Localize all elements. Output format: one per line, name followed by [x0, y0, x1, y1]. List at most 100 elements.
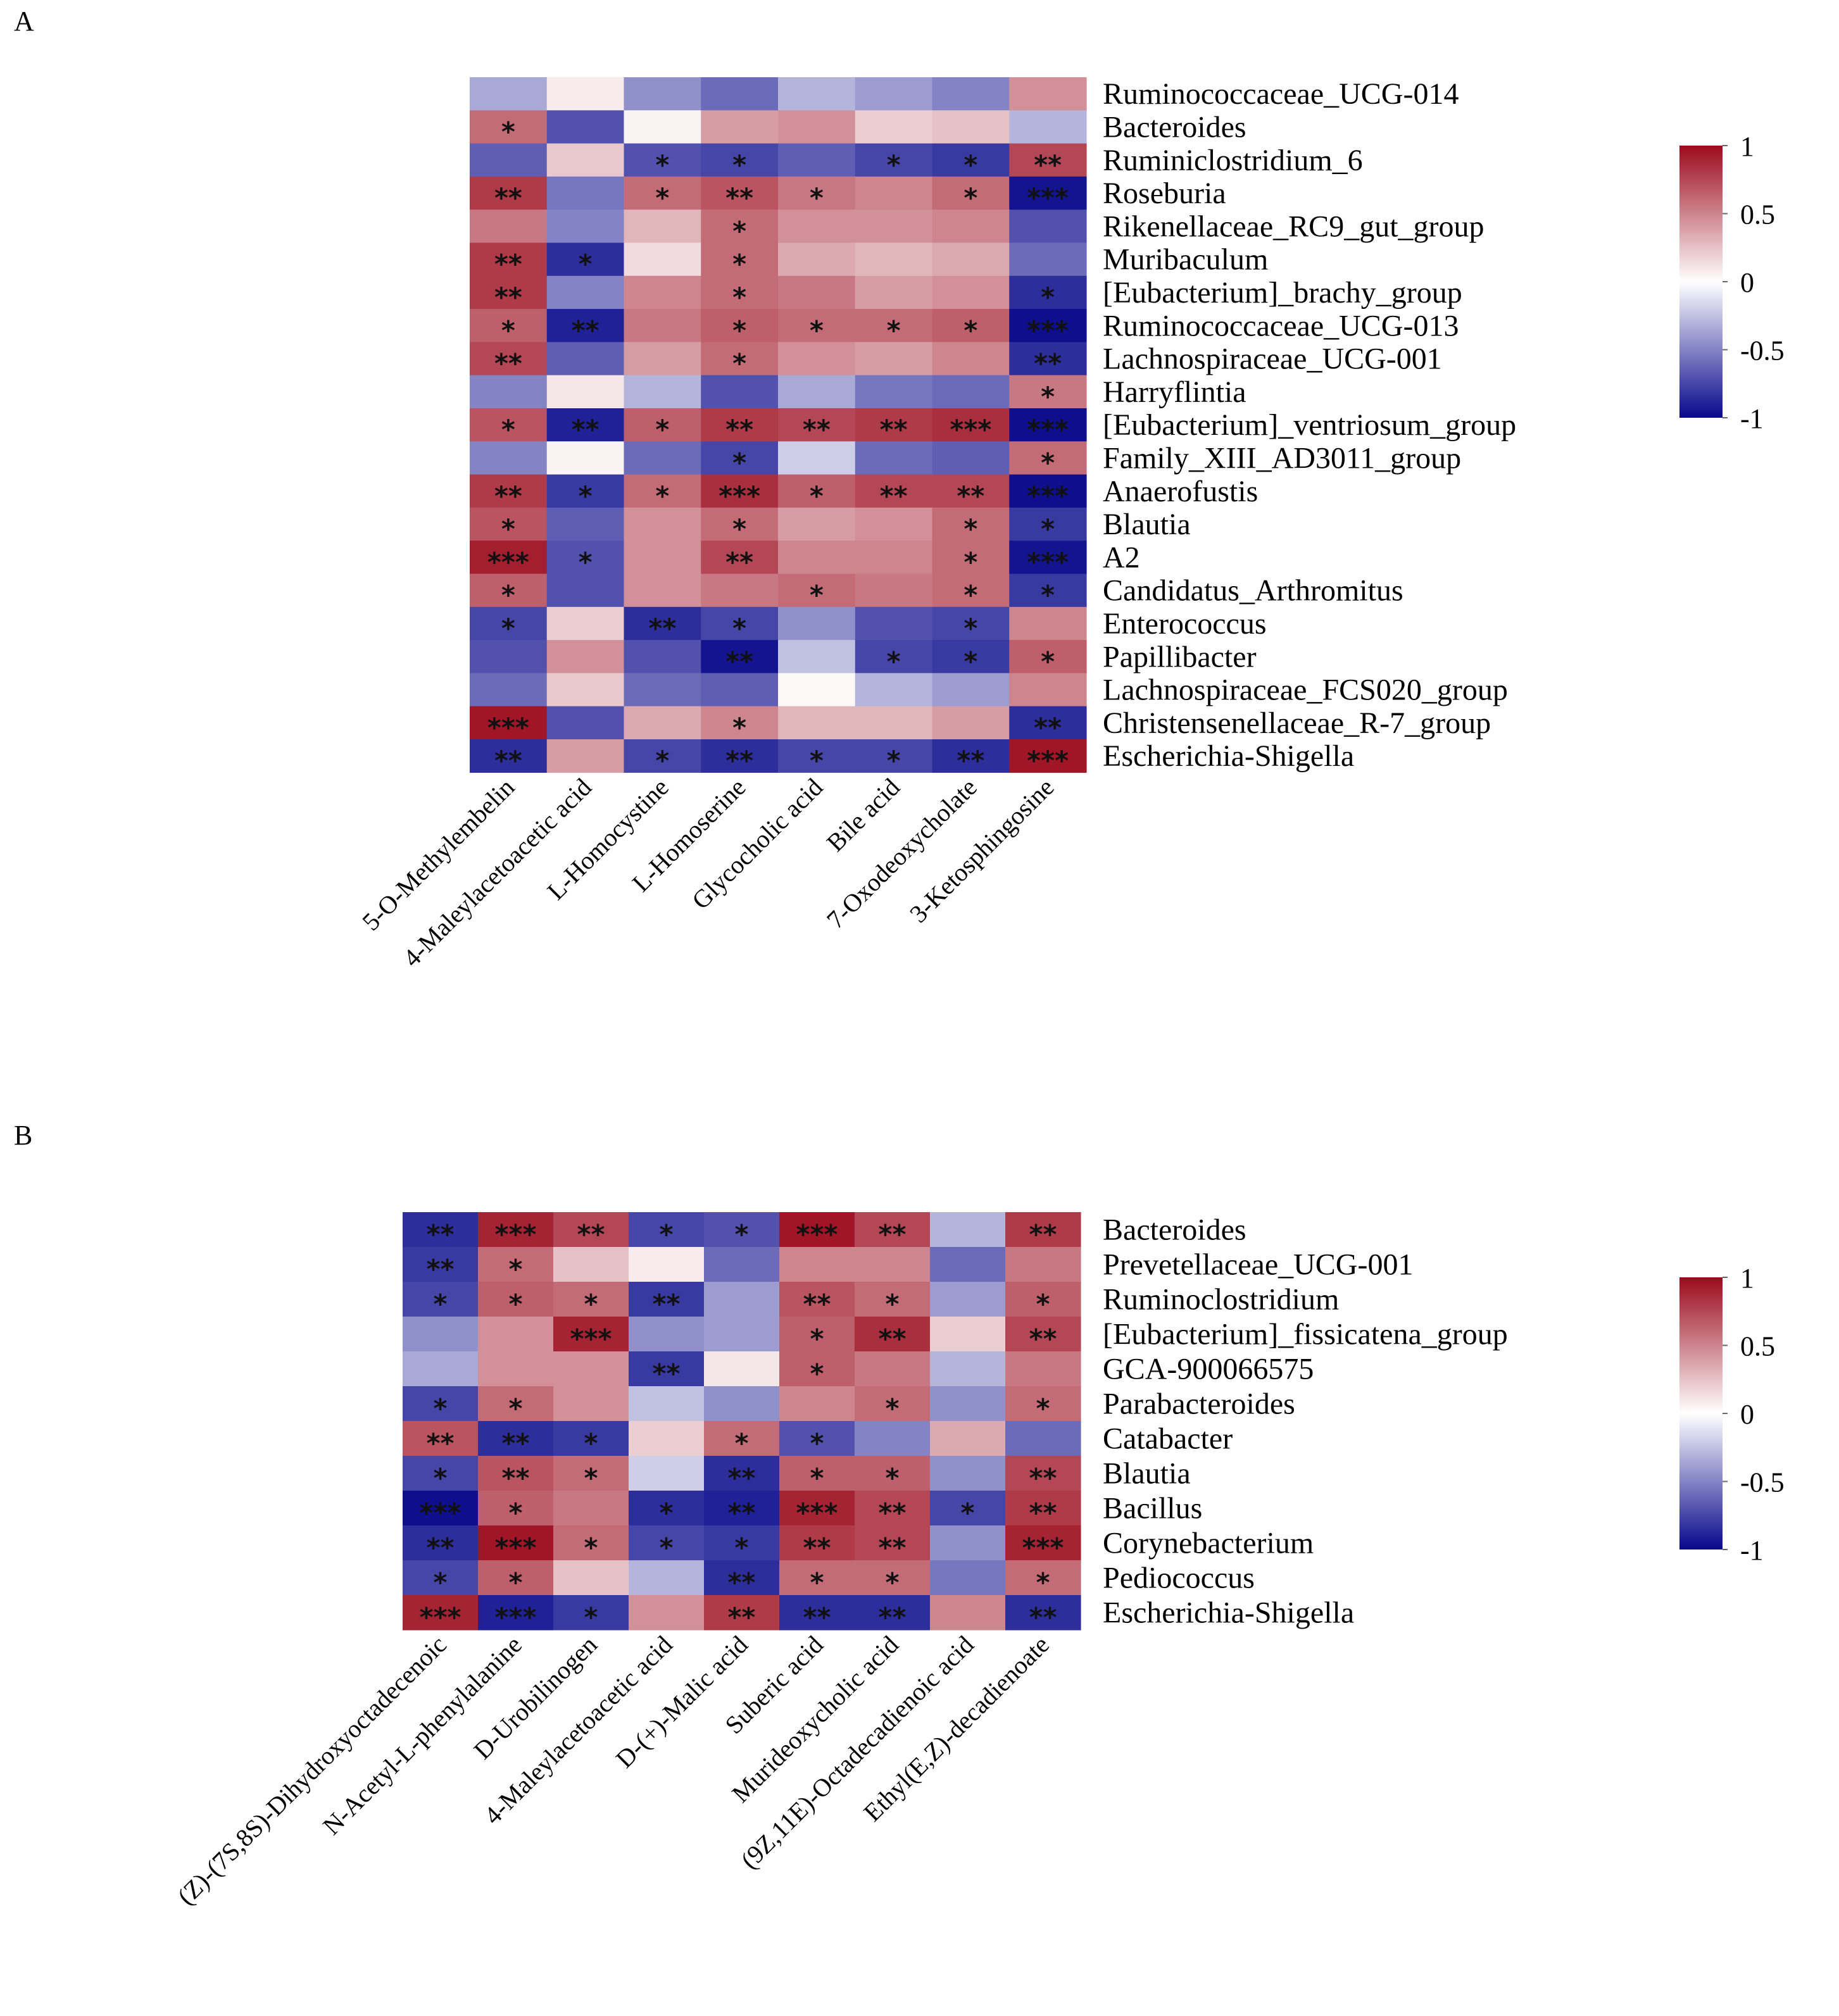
heatmap-cell	[932, 309, 1010, 342]
colorbar-tick-label: 0.5	[1740, 1331, 1775, 1362]
significance-marker: *	[660, 1219, 674, 1250]
row-label: Lachnospiraceae_FCS020_group	[1103, 673, 1508, 707]
heatmap-cell	[778, 375, 856, 409]
significance-marker: *	[655, 182, 669, 213]
significance-marker: **	[728, 1602, 756, 1633]
heatmap-cell	[932, 507, 1010, 541]
heatmap-cell	[701, 375, 779, 409]
significance-marker: *	[887, 315, 901, 346]
significance-marker: ***	[570, 1324, 612, 1355]
significance-marker: *	[963, 646, 977, 677]
heatmap-cell	[553, 1282, 629, 1317]
significance-marker: *	[655, 480, 669, 511]
heatmap-cell	[478, 1386, 554, 1422]
heatmap-cell	[553, 1351, 629, 1387]
heatmap-cell	[470, 309, 548, 342]
heatmap-cell	[855, 342, 933, 376]
heatmap-cell	[778, 573, 856, 608]
heatmap-cell	[704, 1247, 780, 1282]
panel-letter-b: B	[14, 1120, 32, 1151]
heatmap-cell	[624, 275, 701, 310]
heatmap-cell	[629, 1456, 705, 1491]
significance-marker: ***	[1022, 1532, 1064, 1563]
significance-marker: *	[509, 1498, 523, 1529]
row-label: Harryflintia	[1103, 375, 1246, 409]
heatmap-cell	[1009, 606, 1087, 641]
significance-marker: *	[1041, 381, 1055, 412]
heatmap-cell	[629, 1525, 705, 1561]
heatmap-cell	[701, 408, 779, 442]
significance-marker: ***	[495, 1602, 537, 1633]
heatmap-cell	[546, 110, 625, 144]
heatmap-cell	[470, 673, 548, 707]
significance-marker: **	[880, 414, 908, 445]
heatmap-cell	[553, 1212, 629, 1248]
heatmap-cell	[930, 1560, 1006, 1596]
heatmap-cell	[778, 77, 856, 111]
significance-marker: **	[494, 745, 522, 776]
heatmap-cell	[546, 375, 625, 409]
significance-marker: ***	[495, 1219, 537, 1250]
heatmap-cell	[403, 1351, 479, 1387]
significance-marker: **	[803, 1532, 831, 1563]
significance-marker: *	[732, 282, 746, 313]
significance-marker: **	[803, 414, 831, 445]
heatmap-cell	[624, 309, 701, 342]
heatmap-cell	[855, 1456, 931, 1491]
heatmap-cell	[855, 474, 933, 508]
heatmap-cell	[855, 375, 933, 409]
heatmap-cell	[930, 1282, 1006, 1317]
significance-marker: **	[725, 182, 753, 213]
heatmap-cell	[470, 474, 548, 508]
heatmap-cell	[478, 1456, 554, 1491]
heatmap-cell	[478, 1212, 554, 1248]
heatmap-cell	[470, 110, 548, 144]
significance-marker: *	[660, 1498, 674, 1529]
significance-marker: ***	[796, 1219, 838, 1250]
significance-marker: ***	[1027, 182, 1069, 213]
significance-marker: *	[1036, 1393, 1050, 1424]
significance-marker: **	[494, 182, 522, 213]
heatmap-cell	[930, 1456, 1006, 1491]
row-label: Corynebacterium	[1103, 1527, 1314, 1560]
heatmap-cell	[629, 1317, 705, 1352]
significance-marker: *	[509, 1393, 523, 1424]
significance-marker: **	[728, 1498, 756, 1529]
heatmap-cell	[624, 110, 701, 144]
significance-marker: **	[1029, 1463, 1057, 1494]
significance-marker: ***	[487, 546, 529, 577]
heatmap-cell	[546, 176, 625, 210]
significance-marker: *	[963, 149, 977, 180]
significance-marker: *	[434, 1289, 448, 1320]
heatmap-cell	[701, 77, 779, 111]
row-label: Papillibacter	[1103, 640, 1257, 673]
significance-marker: *	[732, 149, 746, 180]
heatmap-cell	[855, 408, 933, 442]
significance-marker: **	[728, 1463, 756, 1494]
significance-marker: **	[725, 745, 753, 776]
heatmap-cell	[779, 1212, 855, 1248]
row-label: GCA-900066575	[1103, 1353, 1314, 1386]
heatmap-cell	[1009, 77, 1087, 111]
significance-marker: *	[732, 348, 746, 379]
heatmap-cell	[1009, 573, 1087, 608]
significance-marker: **	[502, 1428, 530, 1459]
significance-marker: *	[810, 745, 824, 776]
heatmap-cell	[470, 210, 548, 244]
heatmap-cell	[624, 573, 701, 608]
heatmap-cell	[701, 606, 779, 641]
heatmap-cell	[553, 1595, 629, 1631]
column-label: D-(+)-Malic acid	[610, 1631, 753, 1774]
significance-marker: *	[887, 149, 901, 180]
significance-marker: **	[572, 315, 599, 346]
heatmap-cell	[1009, 541, 1087, 575]
heatmap-cell	[779, 1247, 855, 1282]
heatmap-cell	[855, 242, 933, 277]
significance-marker: *	[961, 1498, 975, 1529]
significance-marker: *	[810, 315, 824, 346]
significance-marker: *	[1041, 447, 1055, 478]
heatmap-cell	[701, 441, 779, 475]
significance-marker: **	[1029, 1602, 1057, 1633]
heatmap-cell	[1005, 1595, 1081, 1631]
heatmap-cell	[855, 673, 933, 707]
